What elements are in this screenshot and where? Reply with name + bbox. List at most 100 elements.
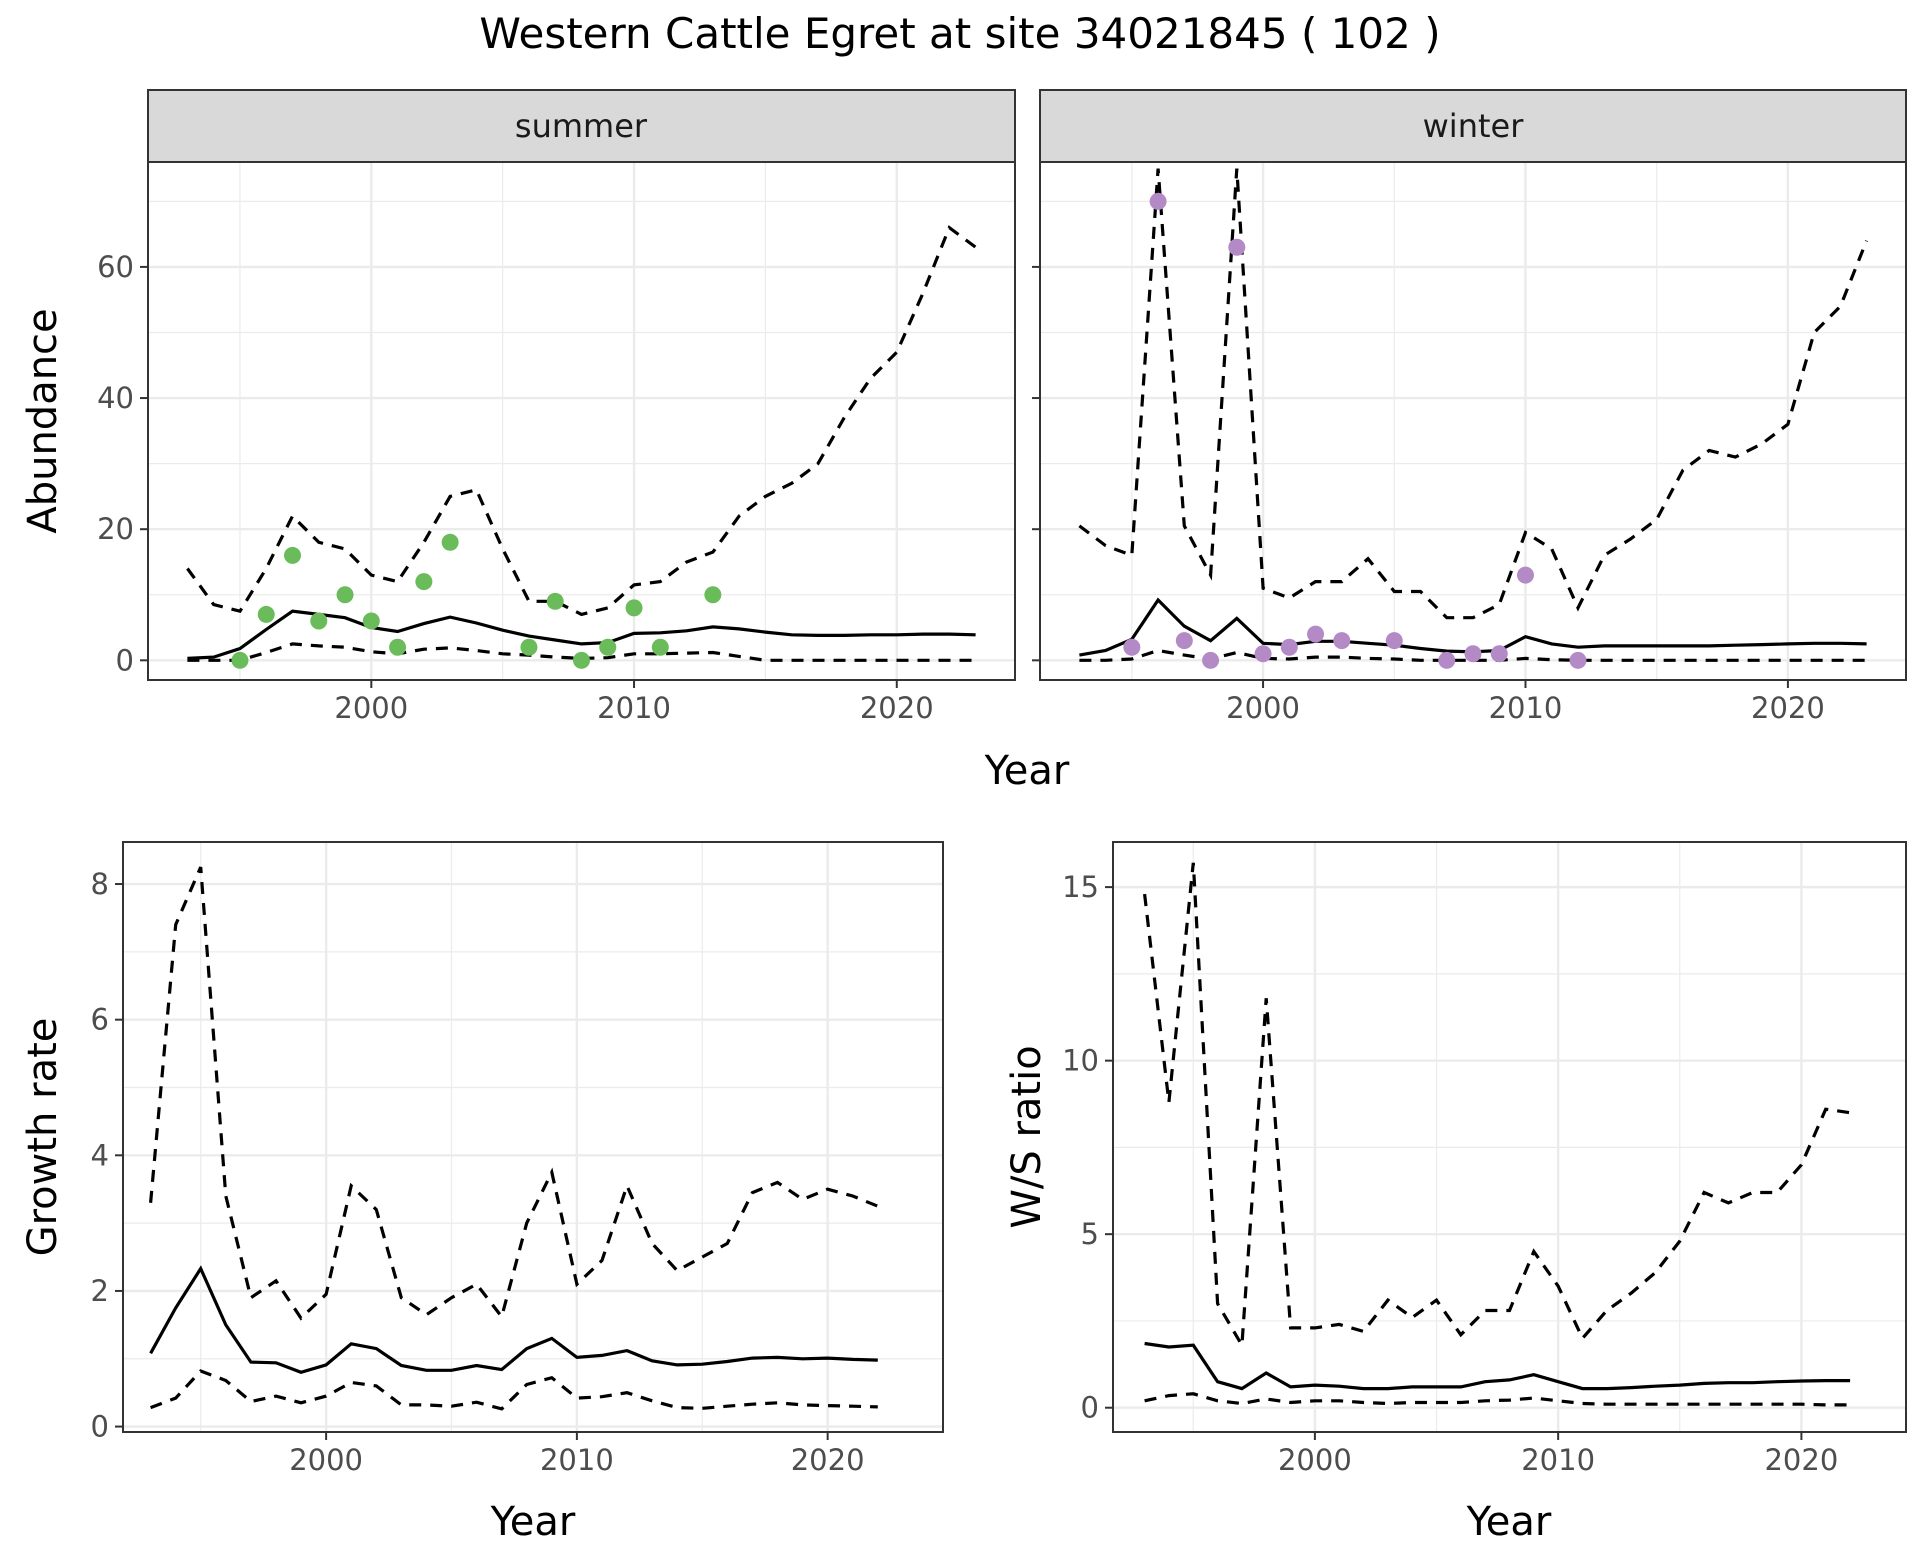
plot-area-winter [1040,162,1906,680]
panel-ws-ratio: 2000 2010 2020 0 5 10 15 Year W/S ratio [1004,841,1907,1545]
ticks-ws-ratio: 2000 2010 2020 0 5 10 15 [1062,870,1838,1477]
observed-point [231,651,249,669]
x-tick-label: 2010 [540,1443,614,1477]
x-tick-label: 2000 [334,691,408,725]
observed-point [1333,632,1351,650]
observed-point [704,586,722,604]
observed-point [573,651,590,669]
observed-point [1490,645,1508,663]
y-tick-label: 0 [1081,1391,1099,1425]
observed-point [625,599,643,617]
ticks-growth-rate: 2000 2010 2020 0 2 4 6 8 [91,867,865,1477]
observed-point [1228,238,1246,256]
y-tick-label: 0 [116,643,134,677]
x-tick-label: 2000 [1278,1443,1352,1477]
plot-border-winter [1039,161,1907,681]
plot-border-growth-rate [122,841,944,1433]
observed-point [1569,651,1587,669]
observed-point [441,533,459,551]
marks-growth-rate [149,866,879,1411]
observed-point [520,638,538,656]
strip-summer [147,89,1016,163]
x-tick-label: 2020 [860,691,934,725]
plot-border-ws-ratio [1112,841,1907,1433]
panel-growth-rate: 2000 2010 2020 0 2 4 6 8 Year Growth rate [20,841,944,1545]
ws-y-axis-title: W/S ratio [1004,1045,1050,1228]
marks-summer [186,225,977,669]
x-tick-label: 2010 [597,691,671,725]
strip-label-winter: winter [1423,107,1525,145]
observed-point [1123,638,1141,656]
plot-border-summer [147,161,1016,681]
y-tick-label: 0 [91,1410,109,1444]
x-tick-label: 2000 [289,1443,363,1477]
grid-growth-rate [123,842,943,1432]
ticks-summer: 2000 2010 2020 0 20 40 60 [97,250,934,725]
observed-point [1464,645,1482,663]
observed-point [1438,651,1456,669]
observed-point [1254,645,1272,663]
growth-y-axis-title: Growth rate [20,1018,66,1257]
estimate-line-growth-rate [149,1265,878,1374]
x-tick-label: 2010 [1489,691,1563,725]
figure-title: Western Cattle Egret at site 34021845 ( … [479,9,1440,58]
x-tick-label: 2010 [1521,1443,1595,1477]
x-tick-label: 2000 [1226,691,1300,725]
ticks-winter: 2000 2010 2020 [1032,265,1825,725]
y-tick-label: 40 [97,381,134,415]
observed-point [1202,651,1220,669]
observed-point [1385,632,1403,650]
x-tick-label: 2020 [1764,1443,1838,1477]
plot-area-summer [148,162,1015,680]
observed-point [310,612,328,630]
y-tick-label: 10 [1062,1044,1099,1078]
strip-label-summer: summer [515,107,648,145]
observed-point [389,638,407,656]
growth-x-axis-title: Year [490,1499,576,1545]
marks-ws-ratio [1143,862,1851,1407]
panel-winter: winter 2000 2010 2020 [1032,89,1907,725]
marks-winter [1078,168,1869,669]
x-tick-label: 2020 [1751,691,1825,725]
y-tick-label: 5 [1081,1217,1099,1251]
panel-summer: summer 2000 2010 2020 0 20 40 60 [97,89,1016,725]
y-tick-label: 6 [91,1003,109,1037]
y-tick-label: 60 [97,250,134,284]
y-tick-label: 15 [1062,870,1099,904]
observed-point [1149,192,1167,210]
estimate-line-ws-ratio [1144,1341,1851,1391]
observed-point [1516,566,1534,584]
observed-point [651,638,669,656]
observed-point [1307,625,1325,643]
lower-bound-line-ws-ratio [1144,1392,1851,1407]
observed-point [1280,638,1298,656]
lower-bound-line-growth-rate [150,1369,878,1411]
observed-point [415,573,433,591]
plot-area-ws-ratio [1113,842,1906,1432]
plot-area-growth-rate [123,842,943,1432]
upper-bound-line-winter [1078,168,1869,620]
observed-point [336,586,354,604]
observed-point [546,592,564,610]
top-y-axis-title: Abundance [20,308,66,533]
upper-bound-line-growth-rate [149,866,879,1321]
grid-ws-ratio [1113,842,1906,1432]
lower-bound-line-summer [187,642,976,662]
top-x-axis-title: Year [984,748,1070,794]
y-tick-label: 4 [91,1138,109,1172]
grid-summer [148,162,1015,680]
observed-point [284,546,301,564]
upper-bound-line-summer [186,225,977,617]
observed-point [362,612,380,630]
strip-winter [1039,89,1907,163]
ws-x-axis-title: Year [1466,1499,1552,1545]
observed-point [599,638,617,656]
upper-bound-line-ws-ratio [1143,862,1851,1351]
y-tick-label: 8 [91,867,109,901]
observed-point [1175,632,1193,650]
x-tick-label: 2020 [791,1443,865,1477]
y-tick-label: 20 [97,512,134,546]
observed-point [257,605,275,623]
y-tick-label: 2 [91,1274,109,1308]
